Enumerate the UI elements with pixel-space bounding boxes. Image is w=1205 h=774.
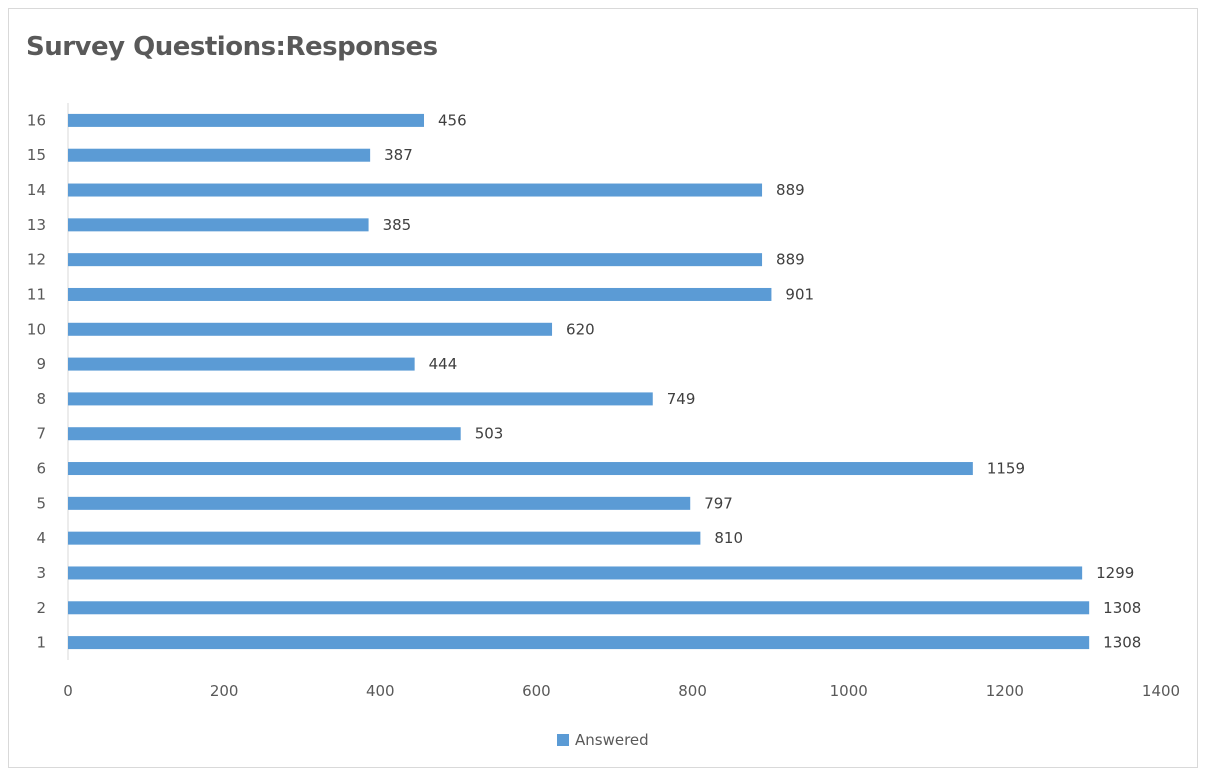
data-label-13: 385 — [383, 216, 412, 234]
bar-2 — [68, 601, 1090, 615]
data-label-1: 1308 — [1103, 634, 1141, 652]
category-label-11: 11 — [27, 285, 46, 303]
chart-title: Survey Questions:Responses — [26, 32, 438, 62]
bar-15 — [68, 148, 371, 162]
bar-13 — [68, 218, 369, 232]
category-label-7: 7 — [36, 425, 46, 443]
category-label-13: 13 — [27, 216, 46, 234]
category-label-4: 4 — [36, 529, 46, 547]
bar-4 — [68, 531, 701, 545]
bar-7 — [68, 427, 461, 441]
x-tick-label-600: 600 — [522, 682, 551, 700]
bar-8 — [68, 392, 653, 406]
bar-10 — [68, 322, 553, 336]
data-label-16: 456 — [438, 111, 467, 129]
bar-12 — [68, 253, 763, 267]
x-tick-label-200: 200 — [210, 682, 239, 700]
legend-swatch — [557, 734, 569, 746]
bar-14 — [68, 183, 763, 197]
category-label-14: 14 — [27, 181, 46, 199]
data-label-9: 444 — [429, 355, 458, 373]
category-label-2: 2 — [36, 599, 46, 617]
x-tick-label-1000: 1000 — [830, 682, 868, 700]
x-tick-label-800: 800 — [678, 682, 707, 700]
data-label-5: 797 — [704, 494, 733, 512]
data-label-7: 503 — [475, 425, 504, 443]
category-label-5: 5 — [36, 494, 46, 512]
data-label-15: 387 — [384, 146, 413, 164]
bar-3 — [68, 566, 1083, 580]
legend-label: Answered — [575, 731, 649, 749]
data-label-2: 1308 — [1103, 599, 1141, 617]
category-label-16: 16 — [27, 111, 46, 129]
x-tick-label-1200: 1200 — [986, 682, 1024, 700]
category-label-15: 15 — [27, 146, 46, 164]
data-label-12: 889 — [776, 251, 805, 269]
category-label-6: 6 — [36, 460, 46, 478]
category-label-1: 1 — [36, 634, 46, 652]
bar-11 — [68, 287, 772, 301]
bar-6 — [68, 462, 973, 476]
category-label-12: 12 — [27, 251, 46, 269]
x-tick-label-1400: 1400 — [1142, 682, 1180, 700]
bar-9 — [68, 357, 415, 371]
category-label-3: 3 — [36, 564, 46, 582]
category-label-10: 10 — [27, 320, 46, 338]
category-label-8: 8 — [36, 390, 46, 408]
data-label-10: 620 — [566, 320, 595, 338]
x-tick-label-0: 0 — [63, 682, 73, 700]
x-tick-label-400: 400 — [366, 682, 395, 700]
data-label-6: 1159 — [987, 460, 1025, 478]
bar-16 — [68, 113, 425, 127]
data-label-14: 889 — [776, 181, 805, 199]
data-label-3: 1299 — [1096, 564, 1134, 582]
legend: Answered — [557, 731, 649, 749]
bar-1 — [68, 636, 1090, 650]
data-label-8: 749 — [667, 390, 696, 408]
data-label-4: 810 — [714, 529, 743, 547]
bar-5 — [68, 496, 691, 510]
data-label-11: 901 — [785, 285, 814, 303]
category-label-9: 9 — [36, 355, 46, 373]
